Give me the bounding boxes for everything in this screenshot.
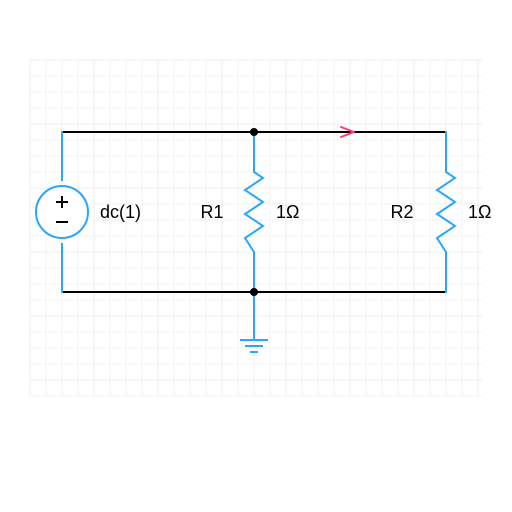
r2-name: R2 bbox=[390, 202, 413, 222]
junction-node bbox=[250, 128, 258, 136]
circuit-diagram: dc(1) R1 1Ω R2 1Ω bbox=[0, 0, 512, 512]
source-label: dc(1) bbox=[100, 202, 141, 222]
junction-node bbox=[250, 288, 258, 296]
r1-name: R1 bbox=[200, 202, 223, 222]
r2-value: 1Ω bbox=[468, 202, 491, 222]
r1-value: 1Ω bbox=[276, 202, 299, 222]
voltage-source bbox=[36, 186, 88, 238]
